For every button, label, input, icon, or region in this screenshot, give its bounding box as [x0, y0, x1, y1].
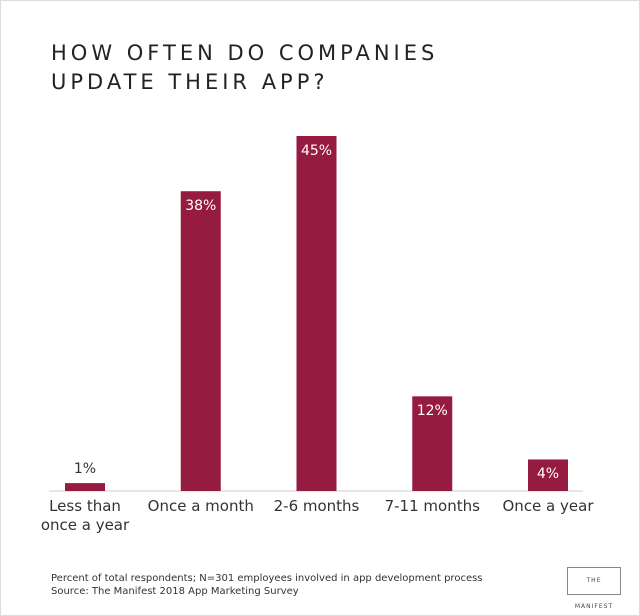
value-label: 45%: [300, 143, 333, 159]
chart-title: HOW OFTEN DO COMPANIES UPDATE THEIR APP?: [51, 41, 439, 94]
value-label: 1%: [73, 461, 97, 478]
bar: [528, 459, 568, 491]
value-label: 38%: [185, 198, 217, 215]
bar: [180, 191, 221, 491]
bar: [65, 483, 105, 491]
x-tick-label: Less than once a year: [40, 497, 130, 534]
footnote: Percent of total respondents; N=301 empl…: [51, 573, 483, 584]
logo: THE MANIFEST: [567, 567, 621, 610]
value-label: 4%: [536, 466, 560, 483]
footnote: Source: The Manifest 2018 App Marketing …: [51, 586, 299, 597]
x-tick-label: 2-6 months: [273, 497, 360, 515]
value-label: 12%: [416, 403, 448, 420]
bar: [412, 396, 453, 491]
x-tick-label: 7-11 months: [384, 497, 480, 515]
bar: [296, 136, 337, 491]
x-tick-label: Once a month: [147, 497, 254, 515]
x-tick-label: Once a year: [502, 497, 594, 515]
